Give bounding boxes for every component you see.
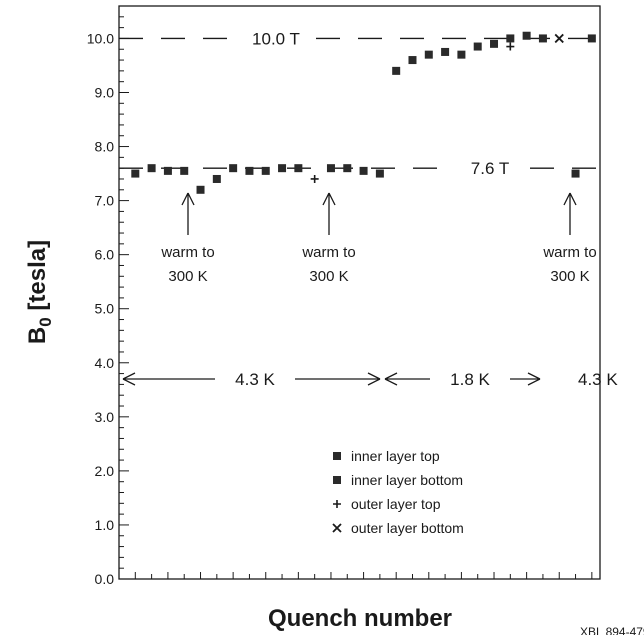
annotation-line2: 300 K — [309, 268, 348, 285]
x-axis-label: Quench number — [268, 605, 452, 632]
data-point-square — [424, 50, 433, 59]
y-tick-label: 1.0 — [95, 517, 115, 533]
reference-lines: 10.0 T 7.6 T — [119, 29, 600, 178]
y-tick-label: 3.0 — [95, 409, 115, 425]
plot-frame — [118, 5, 601, 580]
data-point-square — [457, 50, 466, 59]
data-point-square — [392, 66, 401, 75]
y-tick-label: 7.0 — [95, 193, 115, 209]
temperature-ranges: 4.3 K 1.8 K 4.3 K — [122, 370, 618, 389]
y-tick-label: 9.0 — [95, 84, 115, 100]
legend-label: inner layer bottom — [351, 472, 463, 488]
data-point-square — [294, 164, 303, 173]
range-label: 4.3 K — [235, 370, 275, 389]
data-point-square — [538, 34, 547, 43]
data-point-square — [326, 164, 335, 173]
data-point-square — [212, 174, 221, 183]
annotation-arrow-head — [322, 192, 336, 206]
data-point-square — [333, 476, 341, 484]
data-point-cross — [332, 523, 342, 533]
annotation-line1: warm to — [160, 244, 214, 261]
data-point-square — [333, 452, 341, 460]
data-point-square — [522, 31, 531, 40]
arrow-head — [384, 372, 398, 386]
data-point-square — [473, 42, 482, 51]
data-point-cross — [554, 33, 564, 44]
warm-annotations: warm to 300 K warm to 300 K warm to 300 K — [160, 192, 597, 285]
y-tick-label: 8.0 — [95, 139, 115, 155]
data-point-square — [359, 166, 368, 175]
annotation-line2: 300 K — [550, 268, 589, 285]
legend-label: outer layer top — [351, 496, 441, 512]
data-point-square — [571, 169, 580, 178]
data-point-square — [490, 39, 499, 48]
y-tick-label: 5.0 — [95, 301, 115, 317]
legend-label: inner layer top — [351, 448, 440, 464]
data-points — [131, 31, 596, 194]
data-point-square — [147, 164, 156, 173]
data-point-plus — [506, 42, 515, 51]
y-tick-label: 0.0 — [95, 571, 115, 587]
arrow-head — [367, 372, 381, 386]
data-point-square — [229, 164, 238, 173]
data-point-square — [131, 169, 140, 178]
data-point-square — [278, 164, 287, 173]
annotation-line2: 300 K — [168, 268, 207, 285]
data-point-square — [375, 169, 384, 178]
y-axis: 0.0 1.0 2.0 3.0 4.0 5.0 6.0 7.0 8.0 9.0 10.0 — [87, 5, 129, 587]
data-point-square — [196, 185, 205, 194]
figure-id: XBL 894-4795 — [580, 625, 644, 635]
data-point-square — [506, 34, 515, 43]
data-point-square — [180, 166, 189, 175]
y-tick-label: 2.0 — [95, 463, 115, 479]
data-point-plus — [310, 174, 319, 183]
arrow-head — [527, 372, 541, 386]
annotation-line1: warm to — [542, 244, 596, 261]
legend: inner layer top inner layer bottom outer l… — [332, 448, 464, 536]
annotation-line1: warm to — [301, 244, 355, 261]
annotation-arrow-head — [181, 192, 195, 206]
legend-label: outer layer bottom — [351, 520, 464, 536]
x-axis — [134, 572, 593, 579]
data-point-plus — [333, 500, 341, 508]
range-label: 4.3 K — [578, 370, 618, 389]
data-point-square — [408, 56, 417, 65]
reference-line-label: 7.6 T — [471, 159, 509, 178]
y-tick-label: 6.0 — [95, 247, 115, 263]
data-point-square — [343, 164, 352, 173]
y-tick-label: 4.0 — [95, 355, 115, 371]
range-label: 1.8 K — [450, 370, 490, 389]
data-point-square — [163, 166, 172, 175]
arrow-head — [122, 372, 136, 386]
data-point-square — [587, 34, 596, 43]
data-point-square — [245, 166, 254, 175]
data-point-square — [441, 47, 450, 56]
reference-line-label: 10.0 T — [252, 29, 300, 48]
y-tick-label: 10.0 — [87, 30, 114, 46]
y-axis-label: B0 [tesla] — [24, 240, 55, 344]
data-point-square — [261, 166, 270, 175]
annotation-arrow-head — [563, 192, 577, 206]
